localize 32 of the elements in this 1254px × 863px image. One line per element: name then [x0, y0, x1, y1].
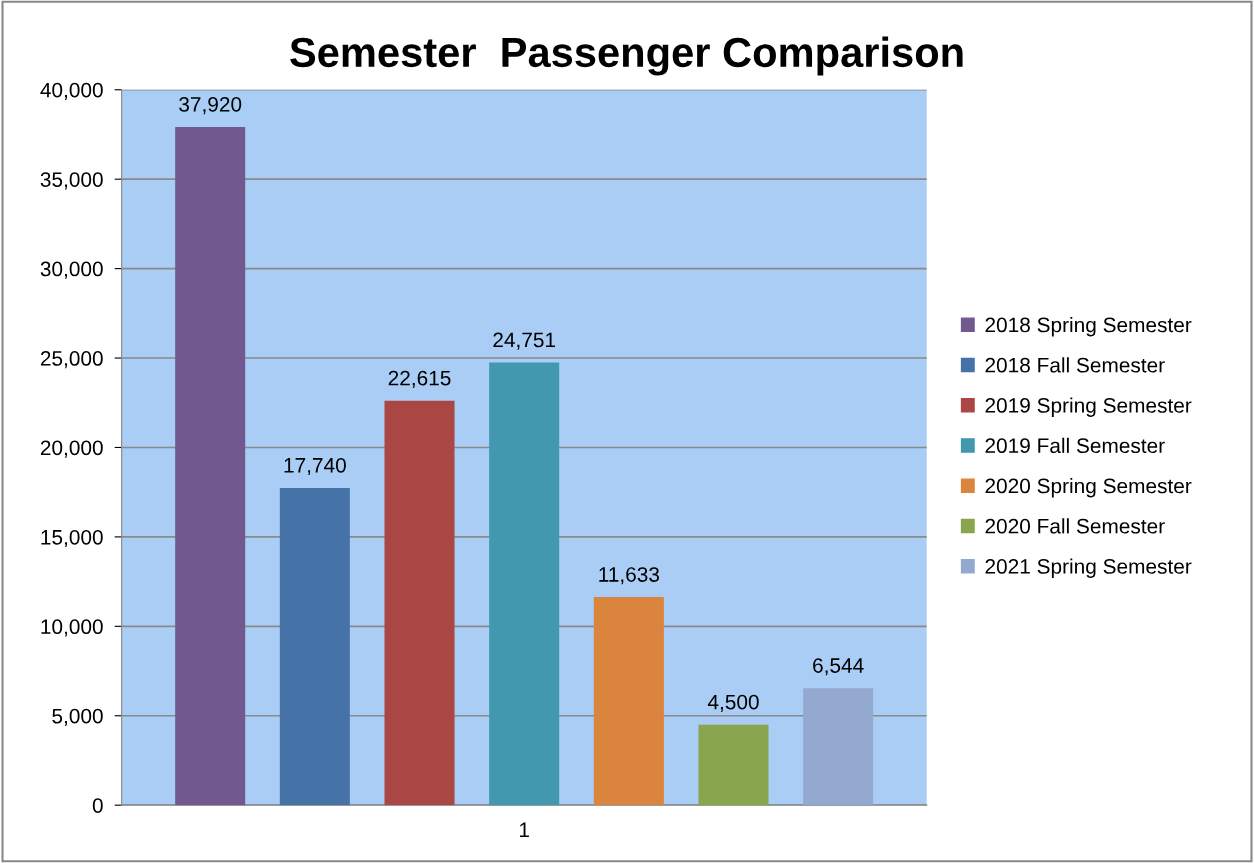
- data-label: 37,920: [179, 96, 242, 115]
- legend-label: 2018 Spring Semester: [985, 316, 1192, 337]
- bar: [803, 688, 874, 806]
- legend-label: 2018 Fall Semester: [985, 357, 1165, 373]
- data-label: 17,740: [284, 457, 346, 476]
- bar: [384, 400, 455, 806]
- data-label: 24,751: [493, 332, 556, 350]
- y-tick-label: 5,000: [52, 708, 103, 726]
- y-tick-label: 0: [92, 798, 103, 813]
- data-label: 22,615: [388, 370, 451, 388]
- bar: [175, 126, 246, 806]
- bar: [698, 724, 769, 806]
- legend-label: 2020 Spring Semester: [985, 478, 1192, 498]
- y-tick-label: 25,000: [40, 351, 103, 369]
- bar: [593, 597, 664, 806]
- data-label: 6,544: [813, 658, 864, 676]
- data-label: 4,500: [707, 694, 759, 712]
- x-tick-label: 1: [519, 822, 529, 837]
- y-tick-label: 15,000: [41, 529, 103, 548]
- data-label: 11,633: [599, 567, 660, 585]
- y-tick-label: 40,000: [40, 82, 103, 100]
- chart-title: Semester Passenger Comparison: [290, 36, 963, 76]
- y-tick-label: 35,000: [40, 172, 103, 190]
- legend-label: 2019 Spring Semester: [985, 397, 1192, 417]
- y-tick-label: 30,000: [40, 261, 103, 279]
- legend-label: 2020 Fall Semester: [985, 518, 1165, 534]
- y-tick-label: 10,000: [41, 619, 103, 637]
- bar: [489, 362, 560, 806]
- legend-label: 2021 Spring Semester: [985, 558, 1192, 578]
- bar: [279, 487, 350, 806]
- y-tick-label: 20,000: [40, 440, 103, 458]
- legend-label: 2019 Fall Semester: [985, 437, 1165, 454]
